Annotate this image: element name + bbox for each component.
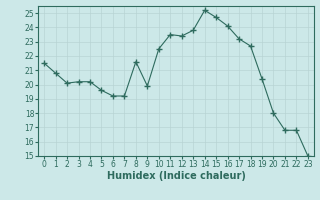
- X-axis label: Humidex (Indice chaleur): Humidex (Indice chaleur): [107, 171, 245, 181]
